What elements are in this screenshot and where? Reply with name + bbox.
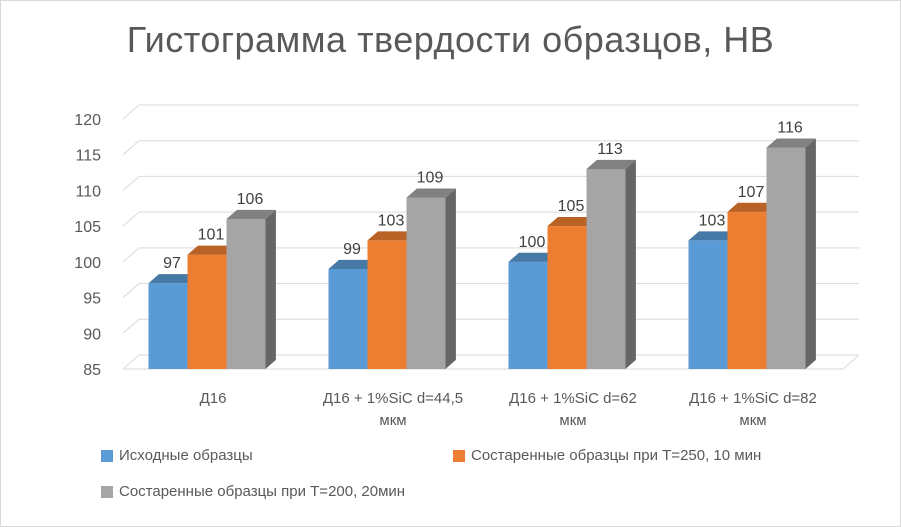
y-tick-label: 110: [75, 183, 101, 200]
bar: [727, 211, 767, 369]
x-category-label: мкм: [559, 412, 586, 429]
legend-item: Исходные образцы: [101, 447, 253, 464]
bar: [547, 226, 587, 369]
bar: [226, 219, 266, 369]
bar: [508, 261, 548, 369]
legend-label: Состаренные образцы при Т=250, 10 мин: [471, 447, 762, 464]
y-tick-label: 115: [75, 148, 101, 165]
gridline-depth: [122, 247, 140, 263]
data-label: 116: [777, 119, 803, 136]
bar: [586, 169, 626, 369]
bar-top: [367, 231, 417, 241]
data-label: 105: [558, 198, 585, 215]
data-labels: 97 101 106 99 103 109 100 105 113 103 107 116: [163, 119, 803, 272]
bar-top: [226, 209, 276, 219]
bar-top: [508, 252, 558, 262]
bar-top: [148, 274, 198, 284]
legend-label: Состаренные образцы при Т=200, 20мин: [119, 483, 406, 500]
bar: [367, 240, 407, 369]
gridline-depth: [122, 140, 140, 156]
y-tick-label: 100: [74, 255, 101, 272]
bar-top: [328, 259, 378, 269]
data-label: 100: [519, 234, 546, 251]
bar-top: [547, 217, 597, 227]
x-category-label: Д16: [200, 390, 227, 407]
bar: [328, 269, 368, 369]
gridline-depth: [122, 104, 140, 120]
bar-top: [586, 159, 636, 169]
x-category-label: Д16 + 1%SiC d=44,5: [323, 390, 463, 407]
bar: [187, 254, 227, 369]
data-label: 101: [198, 227, 225, 244]
x-category-label: мкм: [739, 412, 766, 429]
legend-swatch: [453, 449, 465, 462]
bar-top: [406, 188, 456, 198]
y-tick-label: 95: [83, 291, 101, 308]
floor-side-edge: [842, 354, 860, 370]
data-label: 106: [237, 191, 264, 208]
bar-side: [265, 209, 276, 369]
bars: [148, 138, 816, 369]
legend-label: Исходные образцы: [119, 447, 253, 464]
data-label: 103: [699, 212, 726, 229]
data-label: 103: [378, 212, 405, 229]
y-tick-label: 90: [83, 326, 101, 343]
x-category-label: мкм: [379, 412, 406, 429]
bar-top: [187, 245, 237, 255]
x-category-label: Д16 + 1%SiC d=82: [689, 390, 817, 407]
bar-top: [727, 202, 777, 212]
y-tick-label: 85: [83, 362, 101, 379]
x-category-label: Д16 + 1%SiC d=62: [509, 390, 637, 407]
y-tick-label: 120: [74, 112, 101, 129]
data-label: 113: [597, 141, 623, 158]
gridline-depth: [122, 283, 140, 298]
bar: [766, 147, 806, 369]
bar-top: [766, 138, 816, 148]
gridline-depth: [122, 211, 140, 227]
data-label: 99: [343, 241, 361, 258]
bar-top: [688, 231, 738, 241]
data-label: 109: [417, 169, 444, 186]
data-label: 107: [738, 184, 765, 201]
data-label: 97: [163, 255, 181, 272]
legend-item: Состаренные образцы при Т=200, 20мин: [101, 483, 405, 500]
legend-item: Состаренные образцы при Т=250, 10 мин: [453, 447, 761, 464]
bar: [148, 283, 188, 369]
gridline-depth: [122, 318, 140, 334]
bar: [406, 197, 446, 369]
legend-swatch: [101, 485, 113, 498]
legend-swatch: [101, 449, 113, 462]
bar-side: [445, 188, 456, 369]
bar-side: [625, 159, 636, 369]
gridline-depth: [122, 176, 140, 191]
bar: [688, 240, 728, 369]
chart-title: Гистограмма твердости образцов, НВ: [126, 19, 775, 60]
y-tick-label: 105: [74, 219, 101, 236]
gridline-depth: [122, 354, 140, 370]
bar-side: [805, 138, 816, 369]
y-axis-ticks: 85 90 95 100 105 110 115 120: [74, 112, 101, 379]
